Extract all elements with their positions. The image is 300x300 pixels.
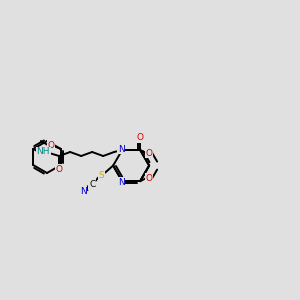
Text: O: O bbox=[146, 148, 153, 158]
Text: N: N bbox=[118, 178, 124, 187]
Text: O: O bbox=[56, 164, 63, 173]
Text: S: S bbox=[98, 171, 104, 180]
Text: O: O bbox=[136, 134, 144, 142]
Text: N: N bbox=[118, 145, 124, 154]
Text: NH: NH bbox=[36, 148, 50, 157]
Text: N: N bbox=[80, 187, 86, 196]
Text: N: N bbox=[118, 178, 124, 187]
Text: H: H bbox=[42, 148, 48, 157]
Text: C: C bbox=[89, 180, 95, 189]
Text: O: O bbox=[47, 140, 54, 149]
Text: N: N bbox=[118, 145, 124, 154]
Text: N: N bbox=[39, 148, 46, 157]
Text: O: O bbox=[146, 174, 153, 183]
